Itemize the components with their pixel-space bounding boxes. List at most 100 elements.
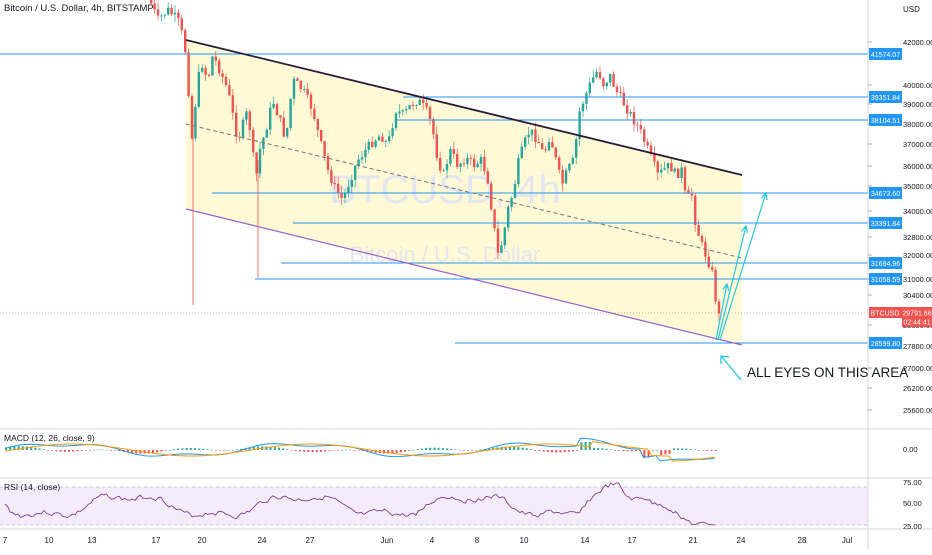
macd-bar — [42, 449, 45, 450]
macd-bar — [441, 448, 444, 450]
rsi-tick-50: 50.00 — [903, 499, 922, 508]
projection-arrow-head — [722, 282, 730, 291]
candle-body — [639, 125, 642, 130]
macd-bar — [215, 450, 217, 451]
candle-body — [309, 94, 313, 109]
candle-body — [517, 158, 520, 185]
macd-bar — [504, 446, 507, 450]
macd-bar — [609, 449, 612, 451]
candle-body — [262, 137, 265, 149]
macd-bar — [437, 447, 440, 450]
candle-body — [578, 111, 581, 140]
price-tick-label: 39000.00 — [903, 100, 932, 109]
current-price-tag — [902, 307, 932, 327]
candle-body — [636, 124, 639, 126]
candlestick-series — [150, 0, 721, 321]
macd-bar — [387, 450, 390, 454]
candle-body — [326, 156, 330, 170]
candle-body — [286, 127, 289, 137]
macd-bar — [635, 450, 637, 452]
channel-top-line[interactable] — [185, 39, 743, 176]
macd-bar — [353, 450, 356, 451]
candle-body — [323, 141, 326, 157]
macd-bar — [404, 450, 406, 452]
time-axis[interactable]: 7 10 13 17 20 24 27 Jun 4 8 10 14 17 21 24 28 Jul — [3, 536, 853, 545]
candle-body — [459, 163, 462, 167]
macd-bar — [614, 450, 616, 451]
candle-body — [561, 169, 564, 184]
rsi-tick-25: 25.00 — [903, 522, 922, 531]
projection-arrow[interactable] — [717, 225, 747, 341]
currency-label[interactable]: USD — [903, 5, 920, 14]
candle-body — [371, 141, 374, 147]
candle-body — [683, 167, 687, 191]
macd-bar — [357, 450, 360, 451]
symbol-title[interactable]: Bitcoin / U.S. Dollar, 4h, BITSTAMP — [4, 3, 154, 14]
macd-bar — [47, 450, 49, 451]
candle-body — [282, 117, 285, 137]
price-tick-label: 26200.00 — [903, 384, 932, 393]
symbol-tag — [869, 307, 902, 318]
time-tick-label: 14 — [581, 536, 590, 545]
candle-body — [653, 153, 656, 162]
candle-body — [428, 107, 432, 119]
macd-bar — [68, 450, 70, 452]
candle-body — [666, 162, 670, 169]
macd-bar — [584, 442, 587, 450]
projection-arrows[interactable] — [715, 191, 768, 341]
candle-body — [394, 113, 398, 129]
candle-body — [228, 85, 231, 96]
candle-body — [534, 129, 537, 142]
macd-bar — [689, 449, 692, 450]
candle-body — [717, 301, 721, 314]
candle-body — [197, 71, 200, 107]
annotation-arrow-shaft — [721, 356, 742, 381]
macd-bar — [9, 446, 12, 450]
candle-body — [272, 103, 275, 108]
macd-bar — [525, 448, 528, 450]
macd-bar — [135, 450, 138, 454]
candle-body — [544, 149, 547, 151]
candle-body — [241, 119, 245, 138]
candle-body — [632, 111, 636, 125]
candle-body — [629, 111, 632, 114]
candle-body — [541, 143, 544, 150]
macd-bar — [84, 450, 87, 451]
macd-bar — [395, 450, 398, 453]
candle-body — [303, 88, 306, 90]
projection-arrow[interactable] — [719, 192, 767, 341]
candle-body — [153, 3, 156, 10]
candle-body — [425, 103, 428, 108]
macd-bar — [231, 449, 234, 451]
candle-body — [405, 109, 408, 111]
candle-body — [537, 141, 540, 144]
candle-body — [292, 78, 296, 99]
channel-middle-line[interactable] — [185, 123, 743, 259]
candle-body — [452, 148, 455, 155]
macd-bar — [349, 449, 352, 451]
macd-bar — [693, 449, 696, 451]
macd-bar — [521, 447, 524, 450]
macd-bar — [450, 448, 453, 450]
candle-body — [337, 183, 340, 194]
channel-bottom-line[interactable] — [185, 208, 743, 346]
current-price-value: 29791.66 — [902, 311, 931, 318]
macd-bar — [647, 450, 650, 458]
macd-bar — [328, 450, 331, 451]
candle-body — [656, 161, 659, 173]
projection-arrow[interactable] — [715, 283, 728, 341]
macd-bar — [475, 449, 478, 451]
candle-body — [333, 183, 336, 185]
macd-bar — [597, 448, 600, 450]
candle-body — [479, 156, 483, 164]
candle-body — [575, 139, 578, 158]
candle-body — [646, 141, 649, 146]
rsi-band — [0, 487, 868, 525]
macd-bar — [517, 447, 520, 450]
candle-body — [167, 7, 170, 15]
support-resistance-levels[interactable] — [0, 53, 868, 344]
level-tag — [869, 217, 902, 229]
macd-bar — [618, 450, 621, 451]
